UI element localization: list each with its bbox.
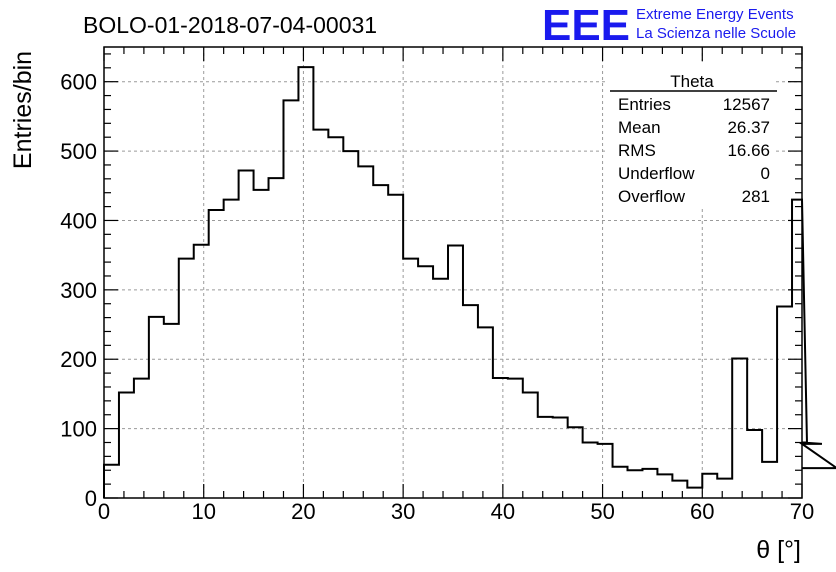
x-tick-label: 40 — [491, 499, 515, 524]
stats-value: 16.66 — [727, 141, 770, 160]
y-tick-label: 600 — [60, 70, 97, 95]
stats-label: Mean — [618, 118, 661, 137]
x-tick-label: 10 — [191, 499, 215, 524]
x-tick-label: 50 — [590, 499, 614, 524]
y-tick-label: 500 — [60, 139, 97, 164]
stats-label: Underflow — [618, 164, 695, 183]
x-axis-title: θ [°] — [756, 536, 801, 564]
logo-mark: EEE — [542, 1, 630, 50]
histogram-line — [103, 66, 836, 498]
grid — [104, 47, 802, 498]
y-tick-label: 100 — [60, 417, 97, 442]
y-tick-label: 0 — [85, 486, 97, 511]
x-tick-label: 70 — [790, 499, 814, 524]
stats-label: Overflow — [618, 187, 686, 206]
stats-value: 0 — [761, 164, 770, 183]
y-tick-label: 400 — [60, 208, 97, 233]
x-tick-label: 60 — [690, 499, 714, 524]
stats-value: 281 — [742, 187, 770, 206]
stats-box: Theta Entries 12567 Mean 26.37 RMS 16.66 Under… — [608, 64, 777, 206]
stats-title: Theta — [670, 72, 714, 91]
y-axis-title: Entries/bin — [9, 51, 37, 169]
plot-frame — [103, 46, 803, 499]
chart-title: BOLO-01-2018-07-04-00031 — [83, 12, 377, 38]
logo-line-1: Extreme Energy Events — [636, 6, 794, 23]
y-tick-labels: 0 100 200 300 400 500 600 — [60, 70, 97, 511]
y-tick-label: 200 — [60, 347, 97, 372]
x-tick-label: 20 — [291, 499, 315, 524]
stats-value: 26.37 — [727, 118, 770, 137]
stats-label: Entries — [618, 95, 671, 114]
stats-value: 12567 — [723, 95, 770, 114]
stats-label: RMS — [618, 141, 656, 160]
logo-line-2: La Scienza nelle Scuole — [636, 25, 796, 42]
x-tick-label: 0 — [98, 499, 110, 524]
x-tick-labels: 0 10 20 30 40 50 60 70 — [98, 499, 814, 524]
eee-logo: EEE Extreme Energy Events La Scienza nel… — [542, 1, 796, 50]
x-tick-label: 30 — [391, 499, 415, 524]
stats-rows: Entries 12567 Mean 26.37 RMS 16.66 Underflow 0 O… — [618, 95, 770, 206]
y-tick-label: 300 — [60, 278, 97, 303]
